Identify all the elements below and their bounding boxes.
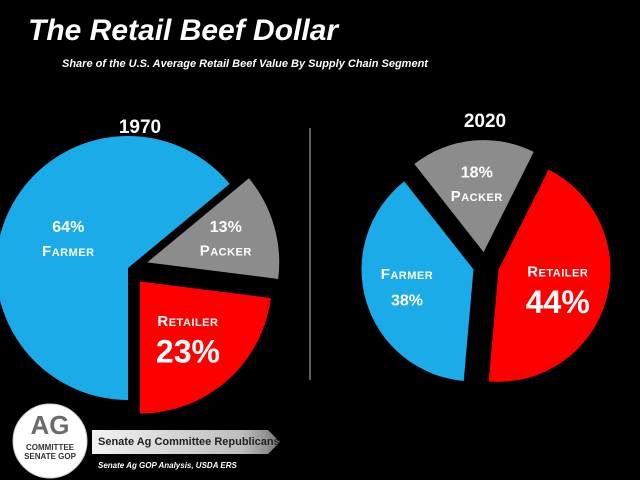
pie-slice [488, 169, 611, 382]
page-title: The Retail Beef Dollar [28, 14, 340, 47]
logo-line: SENATE GOP [24, 452, 77, 461]
pie-slice [0, 136, 230, 400]
slice-value: 18% [461, 164, 493, 181]
pie-title: 1970 [119, 117, 161, 138]
logo-line: COMMITTEE [26, 443, 75, 452]
slice-name: Retailer [157, 313, 218, 330]
pie-slice [361, 181, 474, 382]
banner-text: Senate Ag Committee Republicans [98, 436, 280, 448]
source: Senate Ag GOP Analysis, USDA ERS [98, 461, 238, 470]
slice-name: Farmer [381, 266, 434, 283]
pie-slice [414, 140, 534, 253]
pie-slice [139, 281, 271, 414]
logo-circle [12, 403, 88, 479]
slice-value: 64% [52, 219, 84, 236]
logo: AG COMMITTEE SENATE GOP [12, 403, 88, 479]
slice-value: 44% [526, 284, 590, 320]
slice-value: 23% [156, 333, 220, 369]
slice-name: Retailer [527, 264, 588, 281]
slice-name: Farmer [42, 243, 95, 260]
slice-name: Packer [451, 188, 503, 205]
pie-title: 2020 [464, 111, 506, 132]
slice-name: Packer [200, 243, 252, 260]
pie-slice [147, 178, 280, 279]
banner [92, 430, 280, 454]
slice-value: 38% [391, 292, 423, 309]
logo-main: AG [31, 410, 70, 440]
subtitle: Share of the U.S. Average Retail Beef Va… [62, 58, 429, 70]
slice-value: 13% [210, 219, 242, 236]
